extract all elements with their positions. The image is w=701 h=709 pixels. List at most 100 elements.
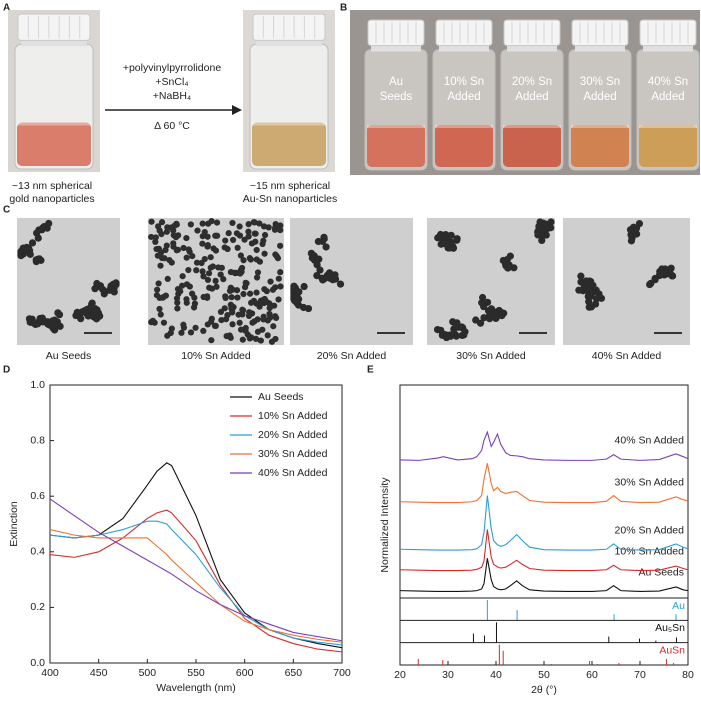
reference-label: Au₅Sn	[655, 622, 685, 634]
panel-label: D	[3, 365, 10, 376]
x-tick-label: 500	[139, 667, 157, 679]
particle	[215, 264, 222, 271]
particle	[217, 308, 225, 315]
particle	[534, 231, 542, 239]
particle	[162, 246, 169, 254]
vial-meniscus	[435, 125, 493, 128]
vial-cap	[639, 19, 697, 46]
particle	[26, 250, 34, 258]
vial-label: Added	[583, 91, 616, 103]
particle	[156, 294, 163, 301]
y-tick-label: 1.0	[30, 379, 45, 391]
panel-label: A	[3, 3, 10, 14]
particle	[320, 235, 328, 243]
vial-neck	[507, 45, 557, 52]
particle	[260, 316, 267, 323]
particle	[229, 321, 236, 328]
vial-meniscus	[503, 125, 561, 128]
particle	[239, 306, 246, 313]
particle	[88, 300, 96, 308]
particle	[246, 255, 253, 262]
series-line	[49, 498, 343, 642]
particle	[187, 329, 195, 336]
x-tick-label: 450	[90, 667, 108, 679]
image-caption: 10% Sn Added	[181, 350, 251, 362]
particle	[200, 293, 207, 301]
particle	[275, 296, 282, 303]
particle	[225, 230, 232, 237]
series-line	[399, 529, 689, 572]
vial-cap	[367, 19, 425, 46]
particle	[154, 286, 161, 293]
particle	[322, 243, 330, 251]
particle	[271, 226, 279, 233]
particle	[220, 276, 227, 283]
vial-meniscus	[571, 125, 629, 128]
particle	[266, 305, 273, 312]
particle	[211, 322, 219, 329]
particle	[175, 232, 182, 239]
particle	[158, 219, 166, 226]
particle	[245, 312, 253, 320]
particle	[208, 218, 215, 225]
vial-cap	[435, 19, 493, 46]
series-line	[399, 558, 689, 593]
particle	[199, 240, 206, 247]
particle	[229, 219, 236, 227]
particle	[212, 232, 219, 239]
particle	[199, 233, 206, 240]
particle	[451, 331, 459, 339]
particle	[227, 269, 234, 276]
particle	[183, 299, 190, 306]
particle	[54, 309, 62, 317]
particle	[38, 224, 47, 232]
vial-liquid	[367, 125, 425, 167]
series-label: 30% Sn Added	[615, 477, 685, 489]
vial-liquid	[17, 122, 91, 166]
particle	[268, 338, 276, 345]
particle	[254, 269, 262, 276]
particle	[472, 316, 480, 324]
vial-neck	[21, 40, 87, 47]
x-tick-label: 70	[634, 669, 646, 681]
panel-label: C	[3, 205, 10, 216]
x-tick-label: 700	[333, 667, 351, 679]
particle	[277, 222, 284, 229]
particle	[277, 242, 284, 249]
particle	[222, 316, 230, 323]
particle	[510, 264, 518, 272]
particle	[256, 303, 263, 310]
particle	[480, 302, 488, 311]
particle	[178, 329, 185, 336]
particle	[336, 280, 345, 288]
particle	[192, 324, 199, 331]
particle	[256, 258, 264, 265]
particle	[316, 266, 324, 274]
particle	[34, 234, 42, 242]
particle	[542, 224, 550, 232]
legend-label: 30% Sn Added	[258, 448, 328, 460]
particle	[248, 240, 256, 247]
particle	[275, 275, 282, 282]
particle	[200, 327, 207, 334]
vial-cap	[252, 13, 326, 41]
vial-cap	[503, 19, 561, 46]
vial-label: Au	[389, 76, 403, 88]
legend-label: 20% Sn Added	[258, 429, 328, 441]
particle	[504, 264, 512, 272]
particle	[200, 273, 207, 280]
particle	[183, 234, 190, 242]
particle	[236, 319, 243, 326]
particle	[277, 227, 284, 234]
x-axis-label: 2θ (°)	[531, 684, 557, 696]
particle	[205, 270, 213, 277]
particle	[212, 247, 220, 254]
particle	[243, 280, 250, 287]
particle	[491, 310, 499, 319]
particle	[208, 337, 215, 344]
particle	[96, 312, 104, 320]
particle	[149, 317, 156, 324]
particle	[191, 294, 198, 301]
particle	[453, 235, 461, 243]
